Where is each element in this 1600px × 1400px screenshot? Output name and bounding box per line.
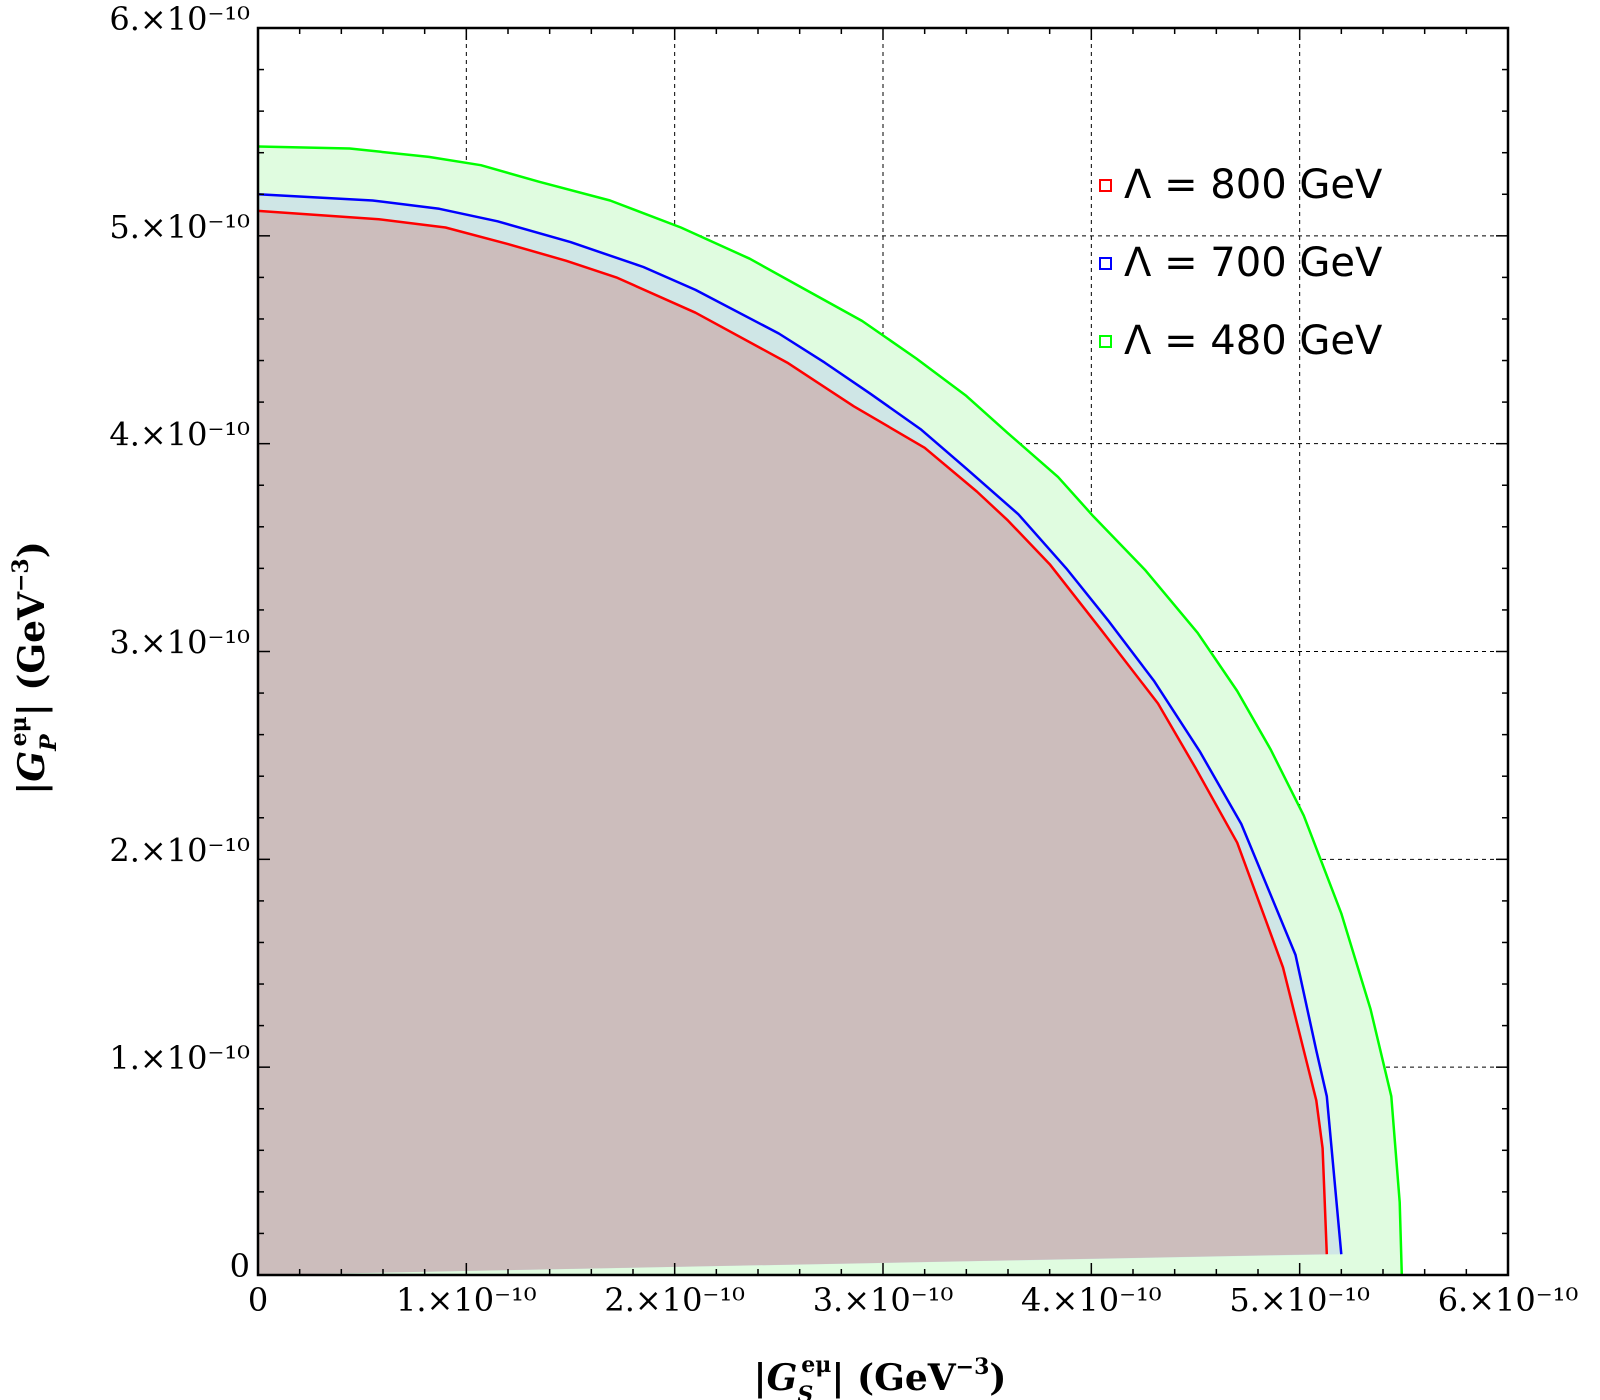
- y-tick-label: 2.×10⁻¹⁰: [109, 831, 250, 869]
- region-fill-2: [258, 210, 1327, 1275]
- legend-swatch: [1099, 335, 1112, 348]
- legend: Λ = 800 GeV Λ = 700 GeV Λ = 480 GeV: [1099, 162, 1383, 364]
- legend-label: Λ = 480 GeV: [1124, 318, 1383, 364]
- x-tick-label: 4.×10⁻¹⁰: [1021, 1281, 1162, 1319]
- x-tick-label: 3.×10⁻¹⁰: [813, 1281, 954, 1319]
- y-tick-label: 6.×10⁻¹⁰: [109, 0, 250, 38]
- y-tick-label: 3.×10⁻¹⁰: [109, 624, 250, 662]
- minor-ticks: [257, 27, 1509, 1276]
- series-line-2: [257, 209, 1329, 1255]
- legend-label: Λ = 800 GeV: [1124, 162, 1383, 208]
- x-tick-label: 0: [248, 1281, 268, 1319]
- series-lines: [257, 145, 1404, 1276]
- x-tick-label: 6.×10⁻¹⁰: [1438, 1281, 1579, 1319]
- x-tick-label: 2.×10⁻¹⁰: [604, 1281, 745, 1319]
- y-tick-label: 0: [230, 1247, 250, 1285]
- region-fills: [258, 146, 1402, 1275]
- legend-swatch: [1099, 257, 1112, 270]
- legend-label: Λ = 700 GeV: [1124, 240, 1383, 286]
- y-tick-label: 5.×10⁻¹⁰: [109, 208, 250, 246]
- legend-swatch: [1099, 179, 1112, 192]
- y-axis-title: |GPeμ| (GeV−3): [6, 541, 62, 795]
- tick-labels: 0 1.×10⁻¹⁰ 2.×10⁻¹⁰ 3.×10⁻¹⁰ 4.×10⁻¹⁰ 5.×10⁻¹…: [109, 0, 1578, 1319]
- x-axis-title: |GSeμ| (GeV−3): [754, 1352, 1007, 1400]
- x-tick-label: 1.×10⁻¹⁰: [396, 1281, 537, 1319]
- y-tick-label: 1.×10⁻¹⁰: [109, 1039, 250, 1077]
- y-tick-label: 4.×10⁻¹⁰: [109, 416, 250, 454]
- series-line-1: [257, 193, 1343, 1255]
- x-tick-label: 5.×10⁻¹⁰: [1229, 1281, 1370, 1319]
- series-line-0: [257, 145, 1404, 1276]
